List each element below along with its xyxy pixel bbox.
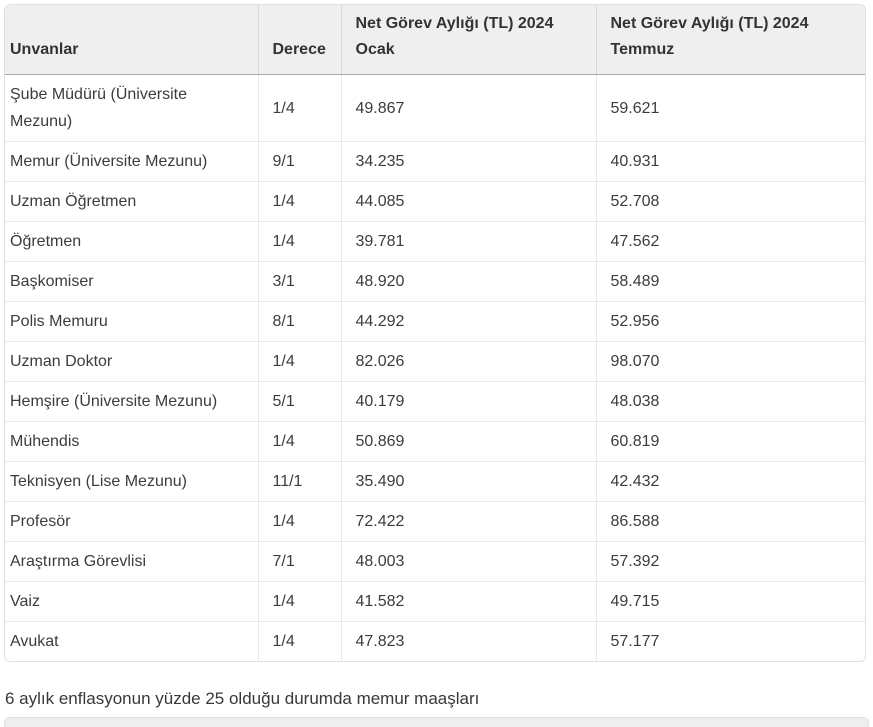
cell-title: Başkomiser: [5, 261, 258, 302]
table-caption: 6 aylık enflasyonun yüzde 25 olduğu duru…: [5, 689, 480, 708]
cell-jan: 48.920: [340, 261, 596, 302]
cell-title: Vaiz: [5, 581, 258, 622]
cell-jul: 40.931: [595, 141, 865, 182]
cell-jul: 58.489: [595, 261, 865, 302]
cell-jul: 42.432: [595, 461, 865, 502]
cell-jul: 86.588: [595, 501, 865, 542]
table-row: Teknisyen (Lise Mezunu) 11/1 35.490 42.432: [5, 461, 865, 502]
table-row: Başkomiser 3/1 48.920 58.489: [5, 261, 865, 302]
cell-title: Hemşire (Üniversite Mezunu): [5, 381, 258, 422]
table-row: Uzman Öğretmen 1/4 44.085 52.708: [5, 181, 865, 222]
cell-title: Teknisyen (Lise Mezunu): [5, 461, 258, 502]
cell-jul: 52.708: [595, 181, 865, 222]
cell-jan: 49.867: [340, 74, 596, 142]
cell-jul: 57.392: [595, 541, 865, 582]
cell-jan: 47.823: [340, 621, 596, 661]
cell-jul: 59.621: [595, 74, 865, 142]
cell-title: Öğretmen: [5, 221, 258, 262]
cell-title: Araştırma Görevlisi: [5, 541, 258, 582]
col-header-ocak-line1: Net Görev Aylığı (TL) 2024: [355, 15, 554, 32]
cell-title: Avukat: [10, 633, 59, 650]
next-section-header-edge: [4, 717, 869, 727]
cell-degree: 1/4: [257, 581, 341, 622]
cell-degree: 1/4: [257, 421, 341, 462]
cell-jan: 40.179: [340, 381, 596, 422]
table-row: Uzman Doktor 1/4 82.026 98.070: [5, 341, 865, 382]
cell-jan: 50.869: [340, 421, 596, 462]
table-header-row: Unvanlar Derece Net Görev Aylığı (TL) 20…: [5, 5, 865, 75]
cell-jan: 34.235: [340, 141, 596, 182]
cell-degree: 1/4: [257, 221, 341, 262]
table-row: Avukat 1/4 47.823 57.177: [5, 621, 865, 661]
cell-jul: 98.070: [595, 341, 865, 382]
cell-jan: 39.781: [340, 221, 596, 262]
table-row: Vaiz 1/4 41.582 49.715: [5, 581, 865, 622]
cell-jul: 52.956: [595, 301, 865, 342]
cell-degree: 1/4: [257, 341, 341, 382]
cell-degree: 1/4: [257, 74, 341, 142]
col-header-temmuz-line2: Temmuz: [610, 41, 675, 58]
cell-degree: 11/1: [257, 461, 341, 502]
cell-jul: 49.715: [595, 581, 865, 622]
cell-jul: 60.819: [595, 421, 865, 462]
cell-degree: 9/1: [257, 141, 341, 182]
cell-jul: 57.177: [595, 621, 865, 661]
cell-title: Polis Memuru: [5, 301, 258, 342]
table-row: Polis Memuru 8/1 44.292 52.956: [5, 301, 865, 342]
cell-jan: 72.422: [340, 501, 596, 542]
salary-table-grid: Unvanlar Derece Net Görev Aylığı (TL) 20…: [5, 5, 865, 661]
cell-degree: 1/4: [257, 181, 341, 222]
cell-degree: 7/1: [257, 541, 341, 582]
table-row: Profesör 1/4 72.422 86.588: [5, 501, 865, 542]
table-row: Şube Müdürü (Üniversite Mezunu) 1/4 49.867…: [5, 74, 865, 142]
cell-title: Profesör: [5, 501, 258, 542]
cell-title: Uzman Öğretmen: [5, 181, 258, 222]
col-header-ocak-line2: Ocak: [355, 41, 395, 58]
cell-jan: 48.003: [340, 541, 596, 582]
cell-title: Uzman Doktor: [5, 341, 258, 382]
cell-title: Mühendis: [5, 421, 258, 462]
table-row: Mühendis 1/4 50.869 60.819: [5, 421, 865, 462]
cell-degree: 8/1: [257, 301, 341, 342]
table-row: Araştırma Görevlisi 7/1 48.003 57.392: [5, 541, 865, 582]
cell-jan: 82.026: [340, 341, 596, 382]
col-header-ocak: Net Görev Aylığı (TL) 2024 Ocak: [340, 5, 596, 75]
col-header-temmuz-line1: Net Görev Aylığı (TL) 2024: [610, 15, 809, 32]
col-header-temmuz: Net Görev Aylığı (TL) 2024 Temmuz: [595, 5, 865, 75]
table-row: Hemşire (Üniversite Mezunu) 5/1 40.179 48.0…: [5, 381, 865, 422]
salary-table: Unvanlar Derece Net Görev Aylığı (TL) 20…: [4, 4, 866, 662]
cell-jan: 44.292: [340, 301, 596, 342]
col-header-derece: Derece: [257, 5, 341, 75]
table-row: Memur (Üniversite Mezunu) 9/1 34.235 40.931: [5, 141, 865, 182]
cell-jul: 48.038: [595, 381, 865, 422]
cell-jan: 35.490: [340, 461, 596, 502]
cell-degree: 1/4: [257, 501, 341, 542]
cell-jan: 41.582: [340, 581, 596, 622]
cell-title: Şube Müdürü (Üniversite Mezunu): [5, 74, 258, 142]
table-body: Şube Müdürü (Üniversite Mezunu) 1/4 49.867…: [5, 74, 865, 661]
cell-degree: 5/1: [257, 381, 341, 422]
table-row: Öğretmen 1/4 39.781 47.562: [5, 221, 865, 262]
cell-jul: 47.562: [595, 221, 865, 262]
cell-title: Memur (Üniversite Mezunu): [5, 141, 258, 182]
cell-jan: 44.085: [340, 181, 596, 222]
cell-degree: 3/1: [257, 261, 341, 302]
col-header-unvanlar: Unvanlar: [5, 5, 258, 75]
cell-degree: 1/4: [257, 621, 341, 661]
